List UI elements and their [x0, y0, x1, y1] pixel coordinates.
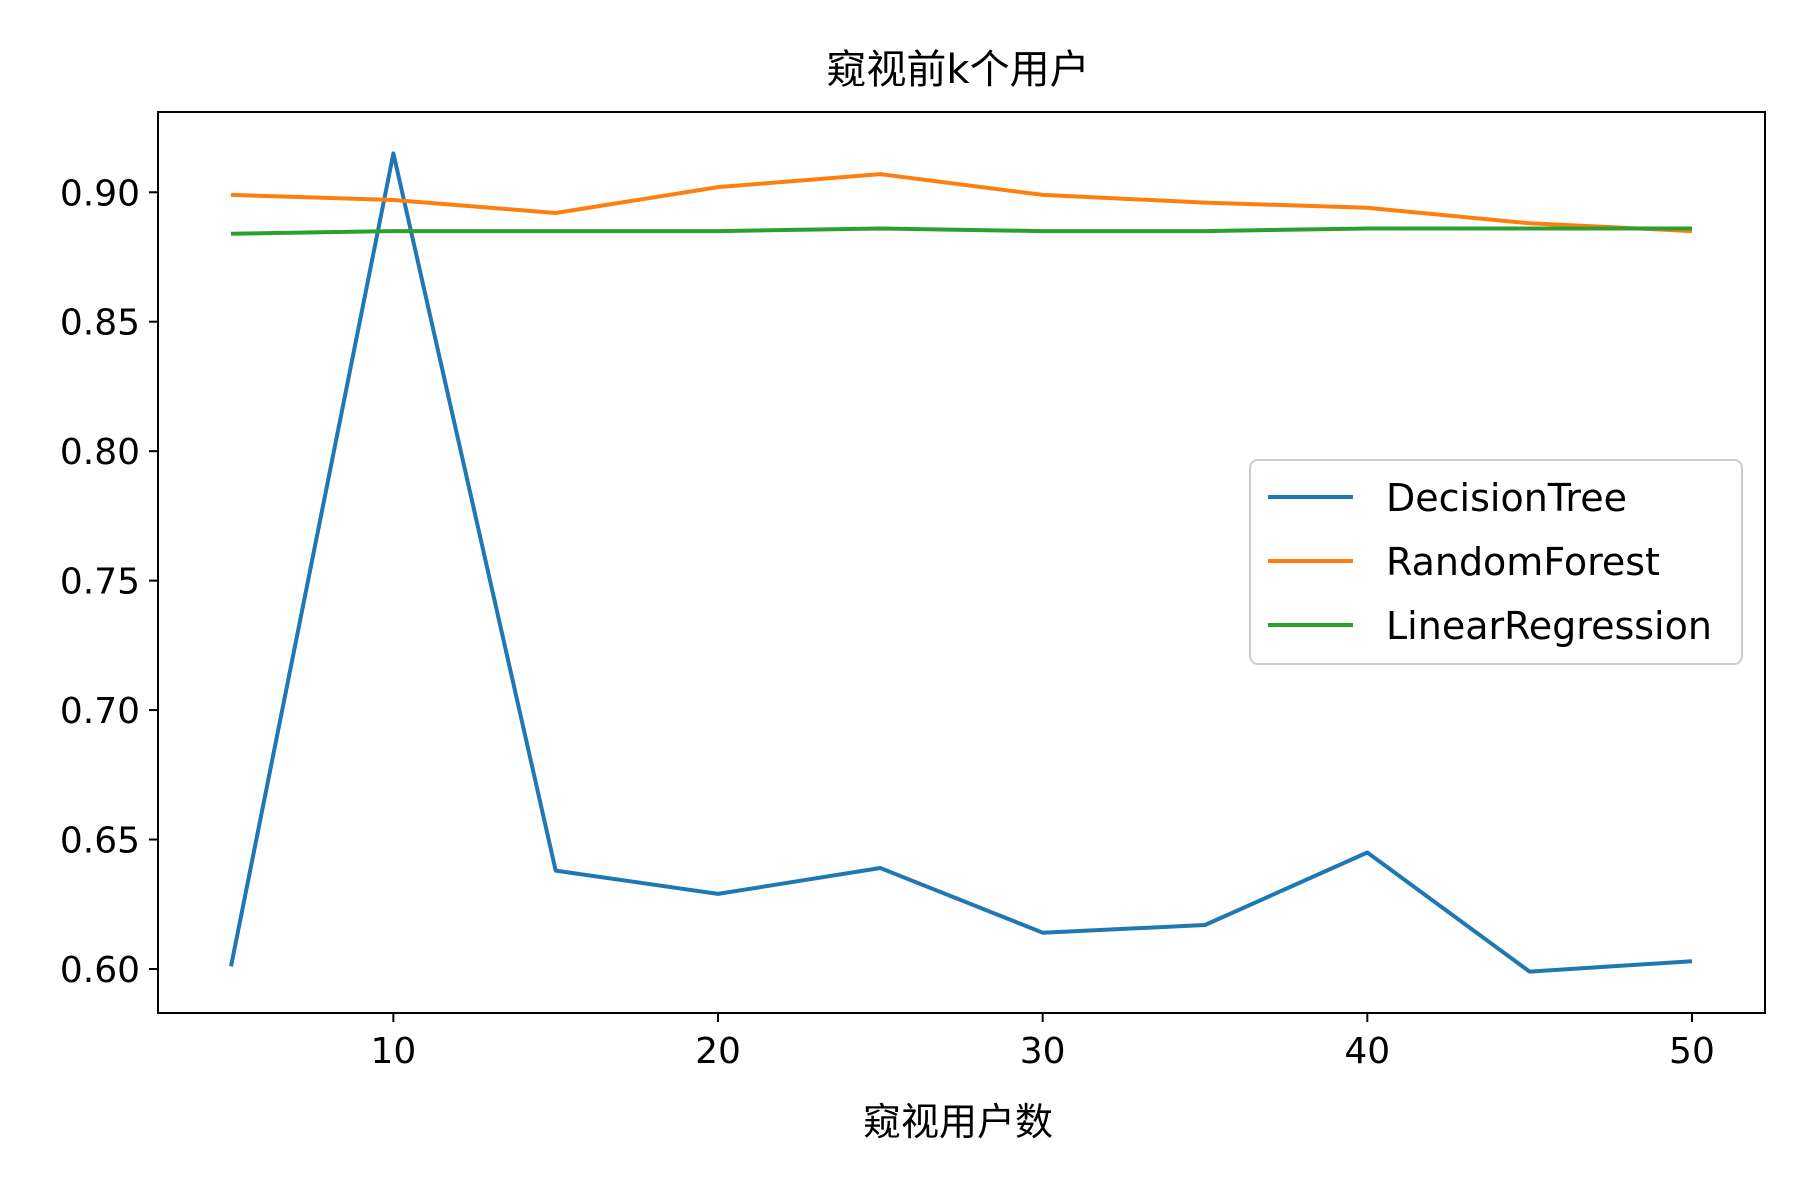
- legend-label-decisiontree: DecisionTree: [1386, 476, 1627, 520]
- legend-frame: [1249, 459, 1743, 665]
- legend-items: DecisionTree RandomForest LinearRegression: [1268, 476, 1712, 648]
- y-tick-label: 0.90: [60, 173, 140, 214]
- y-tick-label: 0.60: [60, 950, 140, 991]
- x-tick-label: 50: [1669, 1031, 1715, 1072]
- x-tick-label: 20: [695, 1031, 741, 1072]
- x-axis: 10 20 30 40 50: [370, 1013, 1715, 1072]
- legend-label-randomforest: RandomForest: [1386, 540, 1660, 584]
- y-tick-label: 0.75: [60, 562, 140, 603]
- legend-label-linearregression: LinearRegression: [1386, 604, 1712, 648]
- plot-area-frame: [157, 111, 1766, 1014]
- y-tick-label: 0.80: [60, 432, 140, 473]
- y-axis: 0.60 0.65 0.70 0.75 0.80 0.85 0.90: [60, 173, 158, 991]
- series-line-linearregression: [230, 226, 1692, 236]
- y-tick-label: 0.85: [60, 303, 140, 344]
- series-line-randomforest: [230, 172, 1693, 234]
- legend: DecisionTree RandomForest LinearRegression: [1249, 459, 1743, 665]
- chart-title: 窥视前k个用户: [826, 47, 1089, 93]
- x-tick-label: 40: [1344, 1031, 1390, 1072]
- series-line-decisiontree: [229, 151, 1693, 974]
- x-axis-label: 窥视用户数: [863, 1100, 1053, 1144]
- y-tick-label: 0.65: [60, 821, 140, 862]
- x-tick-label: 30: [1020, 1031, 1066, 1072]
- x-tick-label: 10: [370, 1031, 416, 1072]
- y-tick-label: 0.70: [60, 691, 140, 732]
- series-layer: [229, 151, 1693, 974]
